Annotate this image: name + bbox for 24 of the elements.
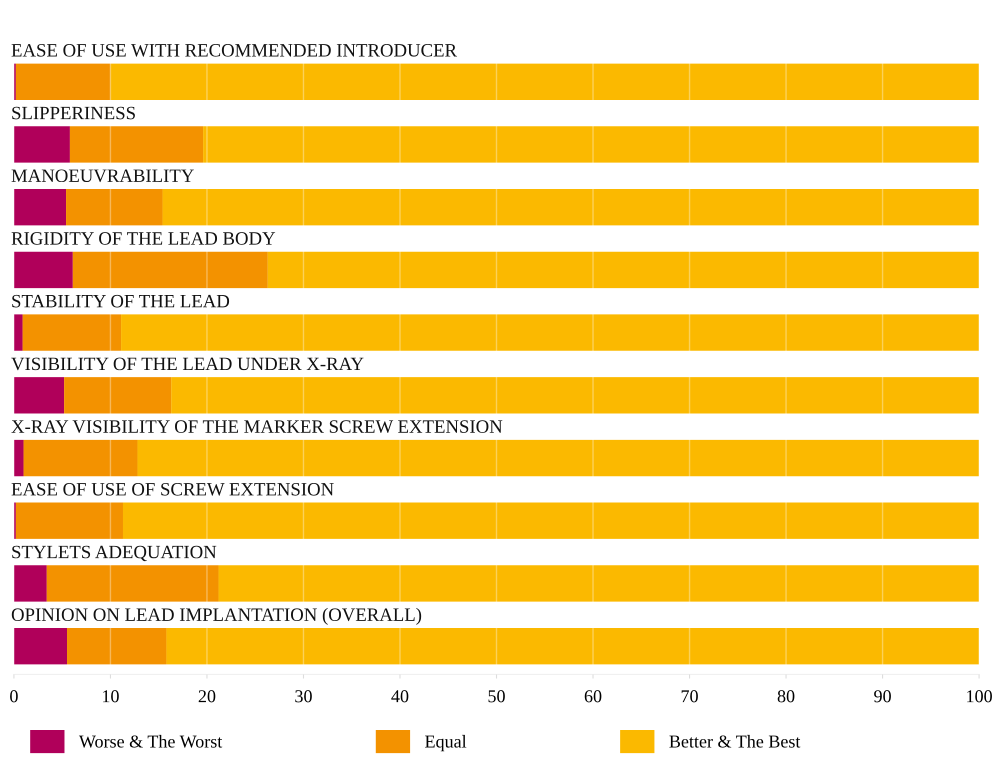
y-tick-label: MANOEUVRABILITY [12,169,194,182]
x-tick-label: 90 [874,690,891,702]
x-tick-label: 80 [778,690,794,702]
legend-label: Worse & The Worst [78,734,222,748]
y-tick-label: STABILITY OF THE LEAD [12,294,230,308]
legend-label: Better & The Best [669,734,800,748]
x-tick-label: 60 [584,690,602,702]
y-tick-label: STYLETS ADEQUATION [12,546,216,562]
x-tick-label: 50 [488,690,505,702]
y-tick-label: EASE OF USE WITH RECOMMENDED INTRODUCER [12,44,458,57]
y-tick-label: X-RAY VISIBILITY OF THE MARKER SCREW EXTENSION [11,420,502,433]
x-tick-label: 100 [967,690,992,702]
x-tick-label: 20 [198,690,216,702]
y-tick-label: SLIPPERINESS [12,106,135,120]
x-tick-label: 40 [391,690,408,702]
y-tick-label: RIGIDITY OF THE LEAD BODY [12,232,276,245]
y-tick-label: OPINION ON LEAD IMPLANTATION (OVERALL) [12,608,422,625]
x-tick-label: 10 [103,690,119,702]
x-tick-label: 0 [10,690,18,702]
legend-label: Equal [425,734,466,752]
x-tick-label: 70 [682,690,698,702]
y-tick-label: EASE OF USE OF SCREW EXTENSION [12,483,334,496]
y-tick-label: VISIBILITY OF THE LEAD UNDER X-RAY [11,358,364,370]
x-tick-label: 30 [295,690,312,702]
